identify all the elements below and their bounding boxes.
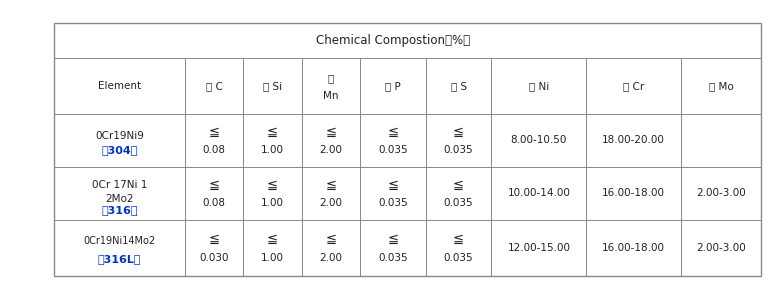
Text: 2.00: 2.00 — [319, 253, 342, 263]
Text: ≦: ≦ — [208, 126, 220, 139]
Text: ≦: ≦ — [453, 179, 464, 192]
Text: 0.030: 0.030 — [199, 253, 229, 263]
Bar — [54, 23, 761, 276]
Text: ≦: ≦ — [267, 233, 278, 246]
Text: 16.00-18.00: 16.00-18.00 — [602, 189, 665, 198]
Text: ≦: ≦ — [325, 233, 337, 246]
Text: ≦: ≦ — [388, 126, 398, 139]
Text: 8.00-10.50: 8.00-10.50 — [511, 135, 567, 146]
Text: 0Cr19Ni9: 0Cr19Ni9 — [95, 131, 144, 141]
Text: 18.00-20.00: 18.00-20.00 — [602, 135, 665, 146]
Text: Mn: Mn — [323, 91, 338, 101]
Text: 16.00-18.00: 16.00-18.00 — [602, 243, 665, 253]
Text: 0Cr19Ni14Mo2: 0Cr19Ni14Mo2 — [83, 236, 155, 246]
Text: 0.08: 0.08 — [203, 198, 226, 208]
Text: 0.035: 0.035 — [444, 198, 474, 208]
Text: （316L）: （316L） — [98, 254, 141, 264]
Text: ≦: ≦ — [325, 179, 337, 192]
Text: ≦: ≦ — [208, 179, 220, 192]
Text: 1.00: 1.00 — [261, 253, 284, 263]
Text: 1.00: 1.00 — [261, 145, 284, 155]
Text: ≦: ≦ — [208, 233, 220, 246]
Text: 硅 Si: 硅 Si — [263, 81, 282, 91]
Text: ≦: ≦ — [453, 126, 464, 139]
Text: 锤: 锤 — [328, 73, 334, 83]
Text: 铬 Cr: 铬 Cr — [623, 81, 644, 91]
Text: 0Cr 17Ni 1: 0Cr 17Ni 1 — [92, 181, 147, 191]
Text: （304）: （304） — [102, 145, 138, 155]
Text: ≦: ≦ — [267, 126, 278, 139]
Text: 2.00: 2.00 — [319, 198, 342, 208]
Text: 碳 C: 碳 C — [206, 81, 223, 91]
Text: 0.08: 0.08 — [203, 145, 226, 155]
Text: 10.00-14.00: 10.00-14.00 — [508, 189, 571, 198]
Text: 镍 Ni: 镍 Ni — [529, 81, 549, 91]
Text: 0.035: 0.035 — [378, 145, 408, 155]
Text: 2.00-3.00: 2.00-3.00 — [696, 189, 746, 198]
Text: 2.00: 2.00 — [319, 145, 342, 155]
Text: 磷 P: 磷 P — [385, 81, 401, 91]
Text: ≦: ≦ — [325, 126, 337, 139]
Text: Chemical Compostion（%）: Chemical Compostion（%） — [316, 34, 470, 47]
Text: ≦: ≦ — [267, 179, 278, 192]
Text: Element: Element — [98, 81, 141, 91]
Text: 1.00: 1.00 — [261, 198, 284, 208]
Text: （316）: （316） — [102, 205, 138, 216]
Text: ≦: ≦ — [388, 179, 398, 192]
Text: 0.035: 0.035 — [444, 145, 474, 155]
Text: 0.035: 0.035 — [378, 198, 408, 208]
Text: ≦: ≦ — [388, 233, 398, 246]
Text: 0.035: 0.035 — [378, 253, 408, 263]
Text: 12.00-15.00: 12.00-15.00 — [508, 243, 571, 253]
Text: 鍄 Mo: 鍄 Mo — [709, 81, 734, 91]
Text: 2Mo2: 2Mo2 — [105, 194, 134, 204]
Text: 0.035: 0.035 — [444, 253, 474, 263]
Text: ≦: ≦ — [453, 233, 464, 246]
Text: 2.00-3.00: 2.00-3.00 — [696, 243, 746, 253]
Text: 硫 S: 硫 S — [451, 81, 467, 91]
